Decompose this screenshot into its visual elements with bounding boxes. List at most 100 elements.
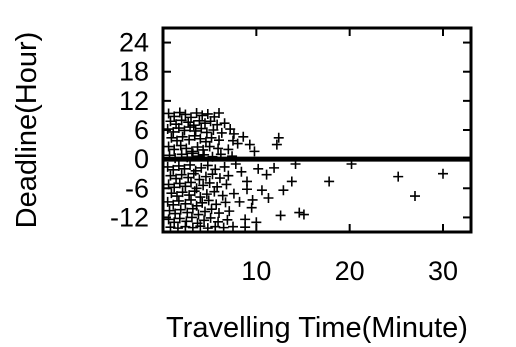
data-point (206, 204, 217, 215)
data-point (180, 198, 191, 209)
data-point (163, 141, 174, 152)
data-point (170, 208, 181, 219)
data-point (189, 186, 200, 197)
data-point (200, 206, 210, 217)
data-point (273, 132, 284, 143)
y-tick-label: 0 (134, 144, 149, 174)
data-point (205, 116, 216, 127)
data-point (180, 221, 191, 232)
data-point (179, 125, 190, 136)
data-point (275, 210, 286, 221)
data-point (172, 191, 182, 202)
data-point (214, 173, 225, 184)
data-point (438, 168, 448, 179)
data-point (166, 132, 177, 143)
data-point (175, 140, 186, 151)
data-point (202, 160, 213, 171)
data-point (165, 170, 176, 181)
data-point (234, 196, 245, 207)
data-point (195, 221, 206, 232)
data-point (183, 117, 194, 128)
data-point (263, 193, 274, 203)
data-point (246, 202, 257, 213)
data-point (190, 125, 201, 136)
data-point (232, 138, 243, 149)
data-point (247, 194, 258, 205)
data-point (200, 118, 210, 129)
x-tick-label: 30 (428, 256, 458, 286)
data-point (174, 107, 185, 118)
data-point (216, 127, 227, 138)
data-point (228, 128, 239, 139)
data-point (201, 189, 212, 200)
y-tick-label: -6 (125, 173, 149, 203)
data-point (261, 169, 272, 180)
data-point (189, 130, 200, 141)
data-point (196, 123, 207, 134)
y-tick-label: 6 (134, 115, 149, 145)
data-point (168, 199, 179, 210)
data-point (166, 188, 177, 199)
data-point (219, 118, 230, 129)
data-point (217, 190, 228, 201)
y-tick-label: -12 (110, 202, 149, 232)
data-point (163, 214, 174, 225)
data-point (169, 144, 180, 155)
data-point (269, 162, 280, 173)
data-point (180, 181, 191, 192)
data-point (185, 122, 196, 133)
data-point (186, 194, 196, 205)
data-point (204, 141, 215, 152)
data-point (210, 221, 221, 232)
data-point (196, 162, 207, 173)
data-point (249, 146, 260, 157)
data-point (163, 108, 174, 119)
data-point (208, 125, 219, 135)
data-point (181, 143, 192, 154)
data-point (278, 185, 289, 196)
data-point (203, 195, 214, 206)
data-point (197, 110, 208, 121)
data-point (212, 119, 223, 130)
data-point (214, 108, 224, 118)
plot-area (162, 107, 448, 234)
data-point (180, 109, 191, 120)
data-point (209, 186, 220, 197)
x-axis-title: Travelling Time(Minute) (166, 312, 468, 344)
data-point (221, 179, 232, 190)
y-tick-label: 12 (119, 86, 149, 116)
data-point (197, 197, 208, 208)
data-point (193, 209, 204, 220)
data-point (240, 214, 251, 225)
data-point (173, 160, 184, 171)
data-point (213, 143, 224, 154)
data-point (186, 177, 196, 188)
data-point (173, 123, 184, 134)
data-point (174, 178, 185, 189)
data-point (286, 176, 297, 187)
data-point (410, 191, 420, 202)
data-point (236, 166, 247, 177)
data-point (164, 205, 175, 216)
data-point (165, 116, 176, 127)
data-point (256, 185, 267, 196)
data-point (202, 108, 213, 119)
data-point (184, 134, 195, 145)
data-point (168, 164, 179, 175)
data-point (207, 169, 218, 180)
data-point (165, 222, 176, 233)
data-point (393, 171, 404, 182)
data-point (206, 132, 217, 143)
data-point (220, 197, 231, 208)
data-point (200, 171, 211, 182)
data-point (181, 216, 192, 227)
data-point (228, 188, 239, 199)
data-point (204, 177, 215, 188)
data-point (186, 212, 197, 223)
data-point (244, 139, 255, 150)
data-point (211, 199, 222, 210)
data-point (175, 204, 186, 215)
data-point (205, 212, 216, 223)
